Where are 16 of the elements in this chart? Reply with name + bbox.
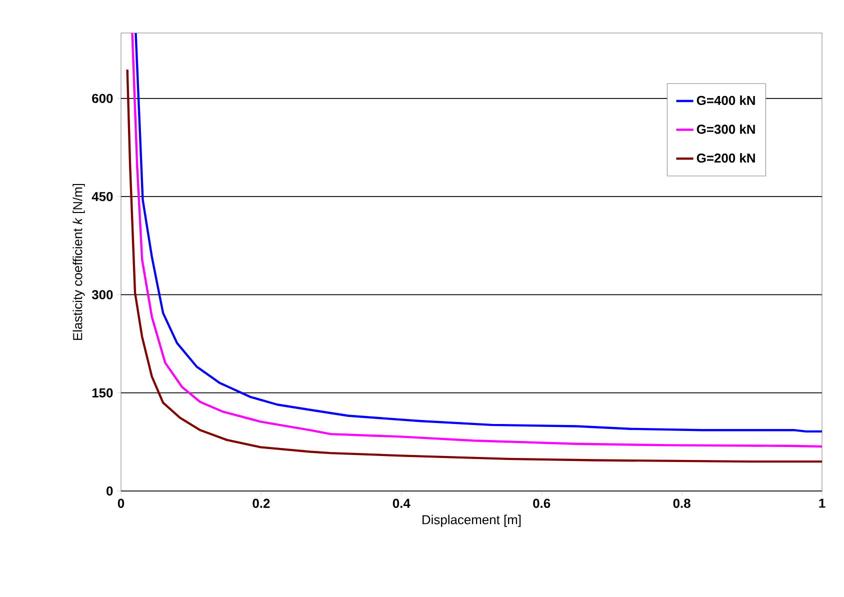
x-tick-label: 0.6 <box>533 498 550 508</box>
legend-label: G=300 kN <box>696 124 755 134</box>
y-tick-label: 0 <box>106 486 113 496</box>
x-tick-label: 1 <box>819 498 826 508</box>
y-tick-label: 300 <box>92 290 113 300</box>
legend-label: G=400 kN <box>696 96 755 106</box>
y-tick-label: 450 <box>92 192 113 202</box>
x-tick-label: 0 <box>118 498 124 508</box>
x-tick-label: 0.2 <box>252 498 270 508</box>
x-axis-title: Displacement [m] <box>422 514 521 527</box>
x-tick-label: 0.4 <box>392 498 410 508</box>
y-tick-label: 150 <box>92 388 113 398</box>
y-tick-label: 600 <box>92 94 113 104</box>
x-tick-label: 0.8 <box>673 498 690 508</box>
legend-label: G=200 kN <box>696 153 755 163</box>
y-axis-title: Elasticity coefficient k [N/m] <box>72 184 85 340</box>
